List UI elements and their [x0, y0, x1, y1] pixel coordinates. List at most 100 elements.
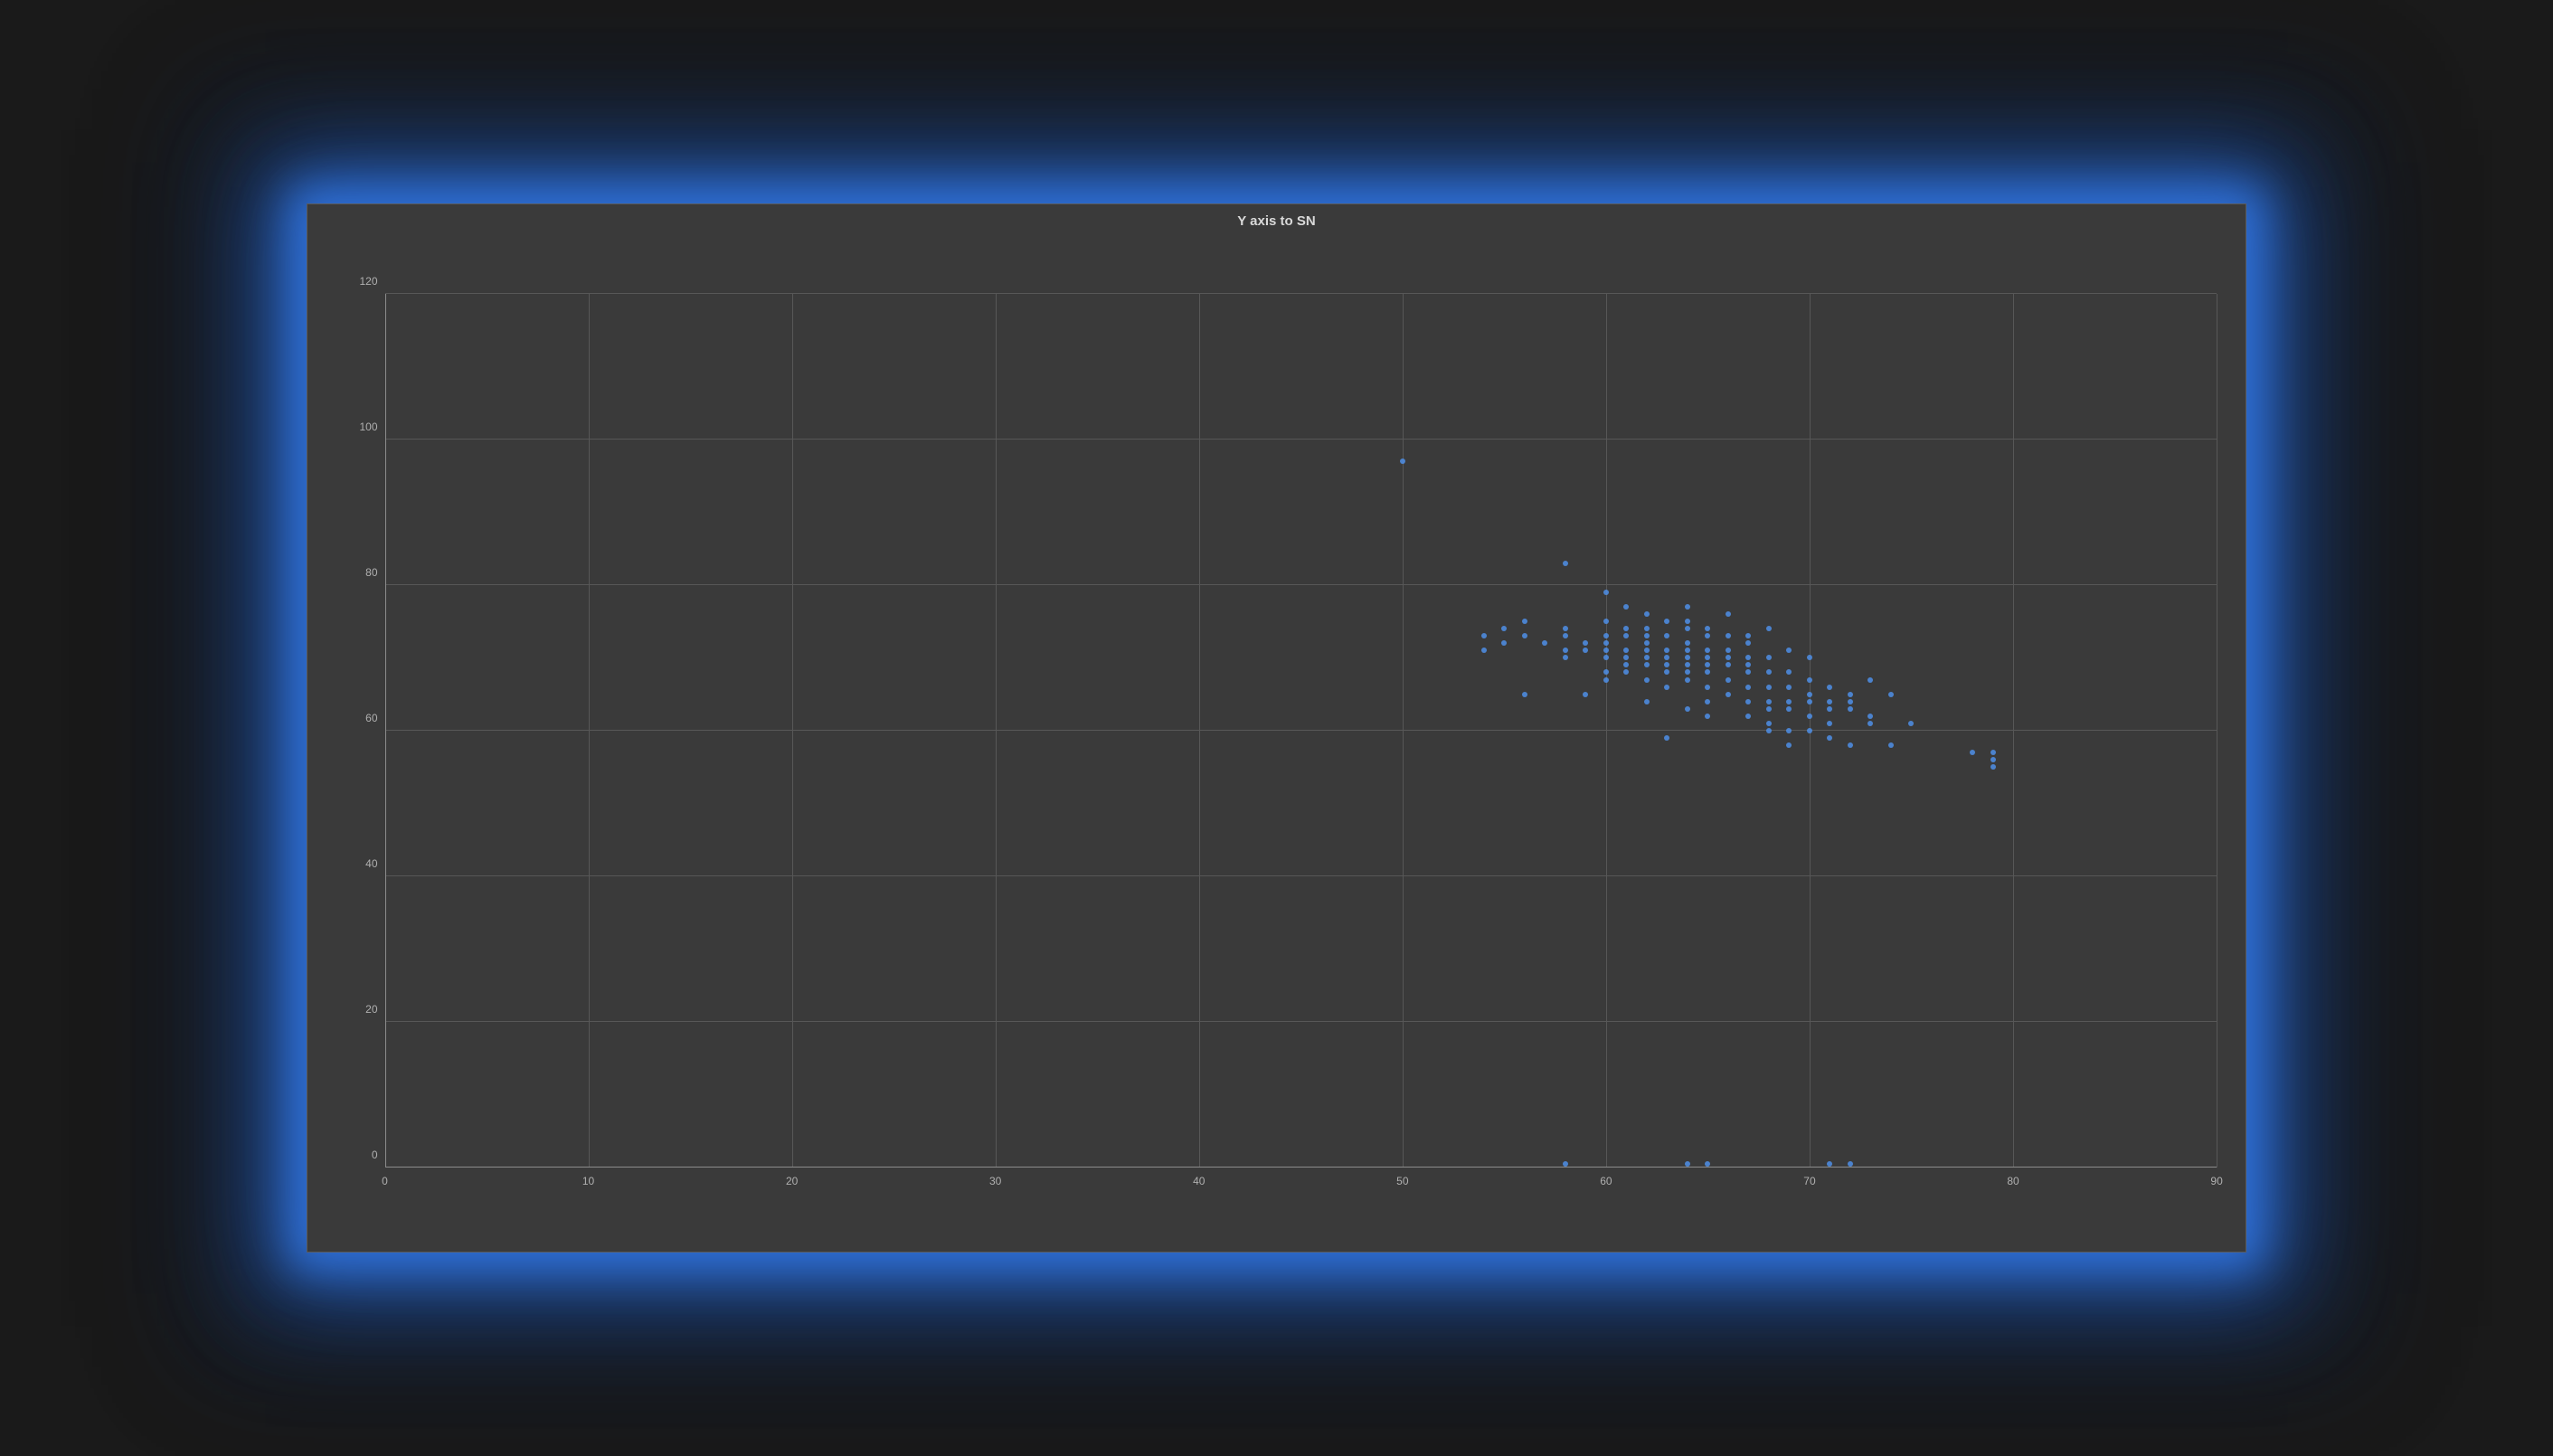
scatter-point [1726, 611, 1731, 617]
scatter-point [1786, 742, 1792, 748]
scatter-point [1766, 699, 1772, 704]
scatter-point [1705, 648, 1710, 653]
scatter-point [1807, 677, 1812, 683]
grid-line-vertical [1606, 294, 1607, 1168]
scatter-point [1603, 590, 1609, 595]
scatter-point [1726, 648, 1731, 653]
scatter-point [1705, 685, 1710, 690]
scatter-point [1400, 459, 1405, 464]
scatter-point [1583, 692, 1588, 697]
scatter-point [1908, 721, 1914, 726]
y-tick-label: 80 [365, 566, 384, 579]
scatter-point [1807, 692, 1812, 697]
scatter-point [1848, 1161, 1853, 1167]
scatter-point [1481, 648, 1487, 653]
scatter-point [1705, 714, 1710, 719]
scatter-point [1603, 619, 1609, 624]
scatter-point [1685, 677, 1690, 683]
y-tick-label: 100 [359, 421, 384, 433]
scatter-point [1766, 706, 1772, 712]
scatter-point [1685, 1161, 1690, 1167]
scatter-point [1563, 648, 1568, 653]
scatter-point [1766, 721, 1772, 726]
y-tick-label: 60 [365, 712, 384, 724]
scatter-point [1685, 662, 1690, 667]
grid-line-horizontal [385, 730, 2217, 731]
scatter-point [1685, 648, 1690, 653]
scatter-point [1705, 1161, 1710, 1167]
y-tick-label: 20 [365, 1003, 384, 1016]
scatter-point [1827, 735, 1832, 741]
chart-panel: Y axis to SN 020406080100120010203040506… [307, 203, 2246, 1252]
scatter-point [1786, 706, 1792, 712]
scatter-point [1623, 669, 1629, 675]
scatter-point [1685, 640, 1690, 646]
scatter-point [1990, 750, 1996, 755]
scatter-point [1848, 742, 1853, 748]
scatter-point [1745, 662, 1751, 667]
scatter-point [1786, 699, 1792, 704]
scatter-point [1501, 640, 1507, 646]
x-tick-label: 70 [1803, 1168, 1815, 1187]
scatter-point [1644, 640, 1650, 646]
scatter-point [1745, 669, 1751, 675]
scatter-point [1827, 706, 1832, 712]
scatter-point [1807, 699, 1812, 704]
scatter-point [1827, 699, 1832, 704]
x-tick-label: 40 [1193, 1168, 1205, 1187]
scatter-point [1745, 699, 1751, 704]
scatter-point [1644, 677, 1650, 683]
scatter-point [1786, 669, 1792, 675]
scatter-point [1664, 619, 1669, 624]
grid-line-horizontal [385, 293, 2217, 294]
scatter-point [1623, 655, 1629, 660]
scatter-point [1766, 655, 1772, 660]
scatter-point [1685, 604, 1690, 610]
grid-line-vertical [589, 294, 590, 1168]
chart-title: Y axis to SN [307, 213, 2246, 229]
scatter-point [1867, 714, 1873, 719]
scatter-point [1542, 640, 1547, 646]
grid-line-horizontal [385, 439, 2217, 440]
scatter-point [1705, 662, 1710, 667]
scatter-point [1766, 669, 1772, 675]
plot-area: 0204060801001200102030405060708090 [385, 294, 2217, 1168]
scatter-point [1685, 706, 1690, 712]
y-tick-label: 0 [372, 1149, 385, 1161]
scatter-point [1807, 714, 1812, 719]
scatter-point [1726, 662, 1731, 667]
scatter-point [1623, 662, 1629, 667]
scatter-point [1745, 685, 1751, 690]
x-tick-label: 30 [989, 1168, 1001, 1187]
page-background: Y axis to SN 020406080100120010203040506… [0, 0, 2553, 1456]
scatter-point [1786, 728, 1792, 733]
scatter-point [1664, 633, 1669, 638]
scatter-point [1888, 692, 1894, 697]
scatter-point [1644, 662, 1650, 667]
chart-glow-container: Y axis to SN 020406080100120010203040506… [307, 203, 2246, 1252]
grid-line-vertical [792, 294, 793, 1168]
scatter-point [1745, 655, 1751, 660]
x-tick-label: 60 [1600, 1168, 1612, 1187]
grid-line-horizontal [385, 584, 2217, 585]
scatter-point [1848, 699, 1853, 704]
scatter-point [1827, 721, 1832, 726]
scatter-point [1644, 626, 1650, 631]
grid-line-horizontal [385, 875, 2217, 876]
scatter-point [1807, 655, 1812, 660]
scatter-point [1726, 655, 1731, 660]
x-tick-label: 0 [382, 1168, 388, 1187]
scatter-point [1623, 626, 1629, 631]
scatter-point [1664, 662, 1669, 667]
scatter-point [1644, 633, 1650, 638]
scatter-point [1867, 721, 1873, 726]
scatter-point [1807, 728, 1812, 733]
scatter-point [1827, 685, 1832, 690]
x-tick-label: 90 [2210, 1168, 2222, 1187]
grid-line-horizontal [385, 1021, 2217, 1022]
scatter-point [1563, 1161, 1568, 1167]
scatter-point [1481, 633, 1487, 638]
scatter-point [1664, 648, 1669, 653]
scatter-point [1563, 633, 1568, 638]
scatter-point [1705, 633, 1710, 638]
